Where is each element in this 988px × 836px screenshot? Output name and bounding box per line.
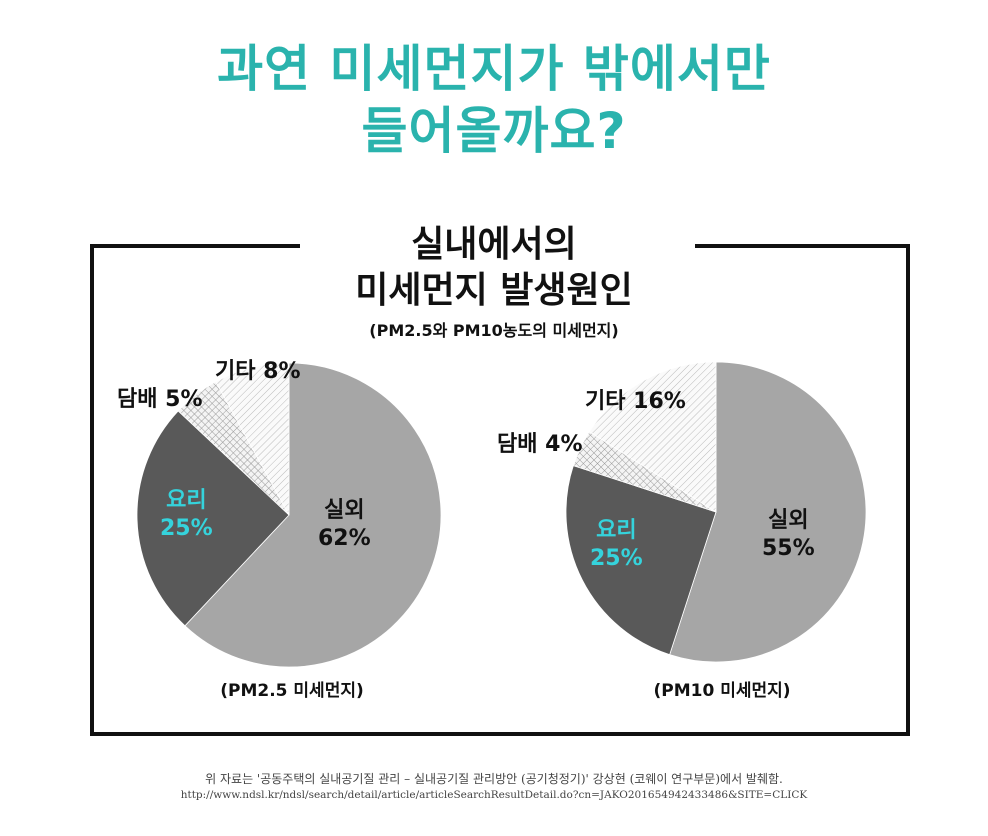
source-note: 위 자료는 '공동주택의 실내공기질 관리 – 실내공기질 관리방안 (공기청정… xyxy=(205,772,783,786)
label-value: 62% xyxy=(318,526,371,551)
label-name: 담배 xyxy=(497,432,538,457)
label-value: 8% xyxy=(263,359,301,384)
label-value: 55% xyxy=(762,536,815,561)
label-name: 요리 xyxy=(596,518,637,543)
main-title: 과연 미세먼지가 밖에서만 들어올까요? xyxy=(0,38,988,162)
frame-top-left xyxy=(90,244,300,248)
label-value: 25% xyxy=(160,516,213,541)
label-smoking-pm10: 담배 4% xyxy=(497,431,583,459)
label-name: 요리 xyxy=(166,488,207,513)
chart-heading: 실내에서의 미세먼지 발생원인 xyxy=(0,222,988,314)
source-url: http://www.ndsl.kr/ndsl/search/detail/ar… xyxy=(180,789,808,801)
label-name: 기타 xyxy=(585,389,626,414)
frame-right xyxy=(906,244,910,736)
label-outdoor-pm25: 실외 62% xyxy=(318,497,371,553)
label-value: 5% xyxy=(165,387,203,412)
label-name: 실외 xyxy=(768,508,809,533)
label-cooking-pm10: 요리 25% xyxy=(590,517,643,573)
pie-slice-1 xyxy=(565,465,717,656)
label-value: 16% xyxy=(633,389,686,414)
pie-pm25 xyxy=(136,362,442,668)
pie-pm10 xyxy=(565,361,867,663)
label-value: 25% xyxy=(590,546,643,571)
pie-slice-1 xyxy=(136,410,290,627)
caption-pm25: (PM2.5 미세먼지) xyxy=(220,681,364,701)
frame-top-right xyxy=(695,244,910,248)
chart-note: (PM2.5와 PM10농도의 미세먼지) xyxy=(369,321,619,340)
label-name: 담배 xyxy=(117,387,158,412)
pie-slice-3 xyxy=(215,362,290,516)
main-title-line1: 과연 미세먼지가 밖에서만 xyxy=(217,40,771,98)
pie-slice-3 xyxy=(588,361,717,513)
frame-left xyxy=(90,244,94,736)
label-name: 기타 xyxy=(215,359,256,384)
pie-slice-0 xyxy=(184,362,442,668)
label-value: 4% xyxy=(545,432,583,457)
label-name: 실외 xyxy=(324,498,365,523)
chart-heading-line1: 실내에서의 xyxy=(411,224,577,265)
label-outdoor-pm10: 실외 55% xyxy=(762,507,815,563)
main-title-line2: 들어올까요? xyxy=(361,102,627,160)
label-other-pm10: 기타 16% xyxy=(585,388,686,416)
frame-bottom xyxy=(90,732,910,736)
chart-heading-line2: 미세먼지 발생원인 xyxy=(355,270,633,311)
label-other-pm25: 기타 8% xyxy=(215,358,301,386)
label-cooking-pm25: 요리 25% xyxy=(160,487,213,543)
label-smoking-pm25: 담배 5% xyxy=(117,386,203,414)
pie-slice-0 xyxy=(669,361,867,663)
caption-pm10: (PM10 미세먼지) xyxy=(653,681,791,701)
